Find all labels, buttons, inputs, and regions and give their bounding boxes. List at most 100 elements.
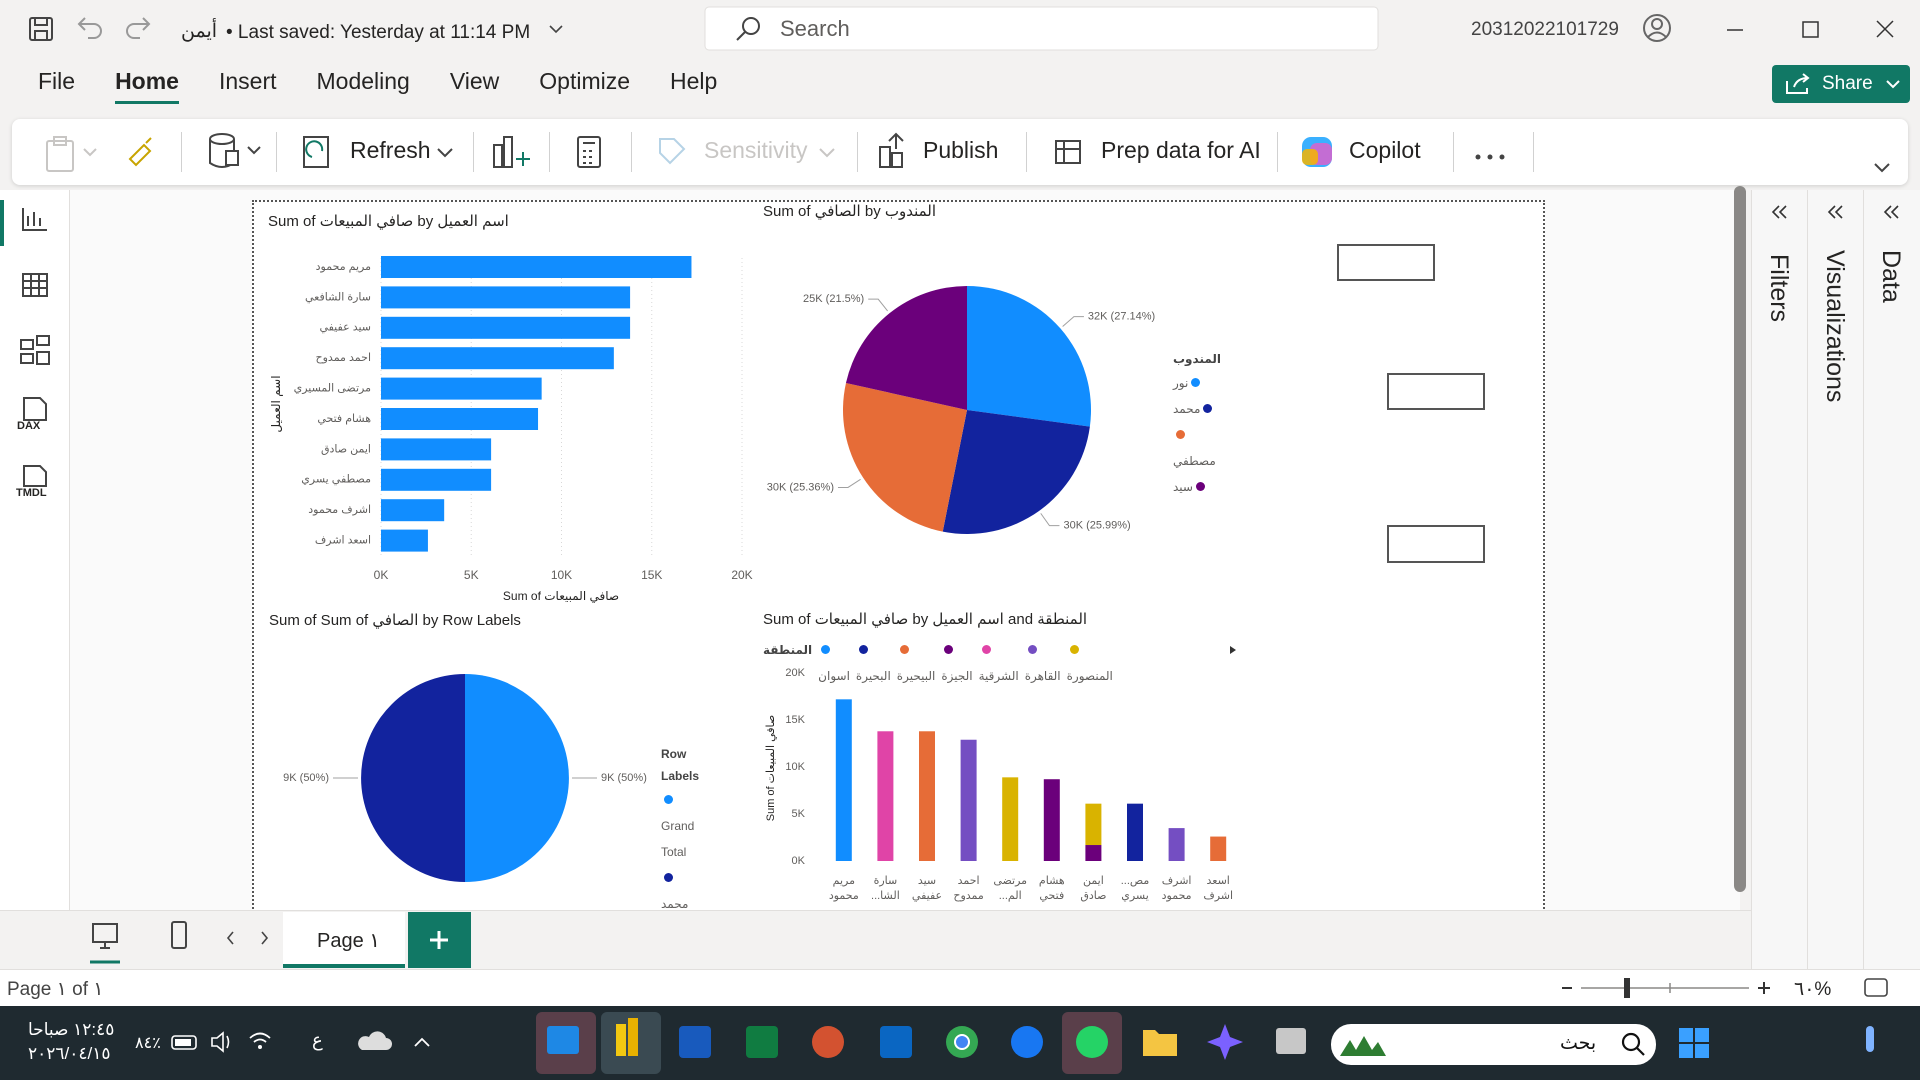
app-icon[interactable] bbox=[547, 1026, 579, 1054]
copilot-icon[interactable] bbox=[1302, 149, 1318, 165]
refresh-icon[interactable] bbox=[305, 140, 324, 158]
prep-data-icon[interactable] bbox=[1055, 140, 1081, 164]
menu-tab[interactable]: Home bbox=[115, 68, 179, 104]
account-icon[interactable] bbox=[1643, 14, 1671, 42]
whatsapp-icon[interactable] bbox=[1076, 1026, 1108, 1058]
more-options[interactable] bbox=[1475, 154, 1505, 160]
empty-visual[interactable] bbox=[1387, 373, 1485, 410]
close-button[interactable] bbox=[1876, 20, 1894, 38]
dax-view-icon[interactable] bbox=[23, 397, 47, 421]
zoom-thumb[interactable] bbox=[1624, 978, 1630, 998]
saved-dropdown[interactable] bbox=[549, 25, 563, 34]
tmdl-view-icon[interactable] bbox=[23, 465, 47, 487]
empty-visual[interactable] bbox=[1337, 244, 1435, 281]
get-data-icon[interactable] bbox=[247, 146, 261, 155]
format-painter-icon[interactable] bbox=[128, 137, 152, 167]
collapse-ribbon[interactable] bbox=[1874, 163, 1890, 173]
model-view-icon[interactable] bbox=[36, 351, 50, 365]
publish-button[interactable]: Publish bbox=[923, 137, 999, 163]
expand-icon[interactable] bbox=[1770, 204, 1790, 220]
start-button[interactable] bbox=[1695, 1028, 1709, 1042]
menu-tab[interactable]: Optimize bbox=[539, 68, 631, 94]
paste-icon[interactable] bbox=[46, 136, 97, 172]
paste-icon[interactable] bbox=[83, 148, 97, 157]
table-view-icon[interactable] bbox=[22, 273, 48, 297]
save-icon[interactable] bbox=[29, 17, 53, 41]
power-bi-icon[interactable] bbox=[628, 1018, 638, 1056]
new-visual-icon[interactable] bbox=[493, 136, 530, 168]
calculation-icon[interactable] bbox=[577, 136, 601, 168]
save-icon[interactable] bbox=[34, 17, 48, 26]
app-icon[interactable] bbox=[1276, 1028, 1306, 1054]
publish-icon[interactable] bbox=[879, 132, 904, 168]
more-options[interactable] bbox=[1487, 154, 1493, 160]
taskbar-search[interactable] bbox=[1331, 1024, 1656, 1065]
desktop-layout-icon[interactable] bbox=[100, 942, 110, 949]
empty-visual[interactable] bbox=[1387, 525, 1485, 563]
dax-view-icon[interactable] bbox=[23, 397, 47, 421]
expand-icon[interactable] bbox=[1883, 205, 1899, 219]
copilot-button[interactable]: Copilot bbox=[1349, 137, 1421, 163]
input-language[interactable]: ع bbox=[312, 1030, 323, 1050]
start-button[interactable] bbox=[1679, 1044, 1693, 1058]
model-view-icon[interactable] bbox=[20, 353, 34, 364]
menu-tab[interactable]: View bbox=[449, 68, 500, 94]
redo-icon[interactable] bbox=[126, 23, 148, 39]
volume-icon[interactable] bbox=[211, 1031, 230, 1053]
expand-icon[interactable] bbox=[1826, 204, 1846, 220]
report-view-icon[interactable] bbox=[22, 208, 47, 231]
share-button[interactable]: Share bbox=[1772, 65, 1910, 103]
refresh-icon[interactable] bbox=[303, 136, 329, 168]
start-button[interactable] bbox=[1695, 1044, 1709, 1058]
get-data-icon[interactable] bbox=[209, 133, 261, 168]
account-icon[interactable] bbox=[1651, 18, 1663, 30]
refresh-button[interactable]: Refresh bbox=[350, 137, 431, 163]
undo-icon[interactable] bbox=[77, 17, 86, 31]
prep-data-icon[interactable] bbox=[1056, 141, 1080, 163]
desktop-layout-icon[interactable] bbox=[92, 923, 118, 949]
page-tab-label[interactable]: Page ١ bbox=[317, 930, 381, 952]
start-button[interactable] bbox=[1679, 1028, 1693, 1042]
menu-tab[interactable]: Help bbox=[670, 68, 718, 94]
mobile-layout-icon[interactable] bbox=[171, 921, 187, 949]
search-placeholder[interactable]: Search bbox=[780, 16, 850, 41]
word-icon[interactable] bbox=[679, 1026, 711, 1058]
weather-icon[interactable] bbox=[1866, 1026, 1874, 1052]
paste-icon[interactable] bbox=[46, 140, 74, 172]
powerpoint-icon[interactable] bbox=[812, 1026, 844, 1058]
filters-pane[interactable]: Filters bbox=[1751, 190, 1807, 970]
model-view-icon[interactable] bbox=[20, 339, 34, 350]
expand-icon[interactable] bbox=[1771, 205, 1787, 219]
taskbar-search-text[interactable]: بحث bbox=[1560, 1033, 1597, 1054]
next-page[interactable] bbox=[261, 931, 269, 945]
prep-data-icon[interactable] bbox=[1055, 140, 1081, 164]
scrollbar[interactable] bbox=[1734, 186, 1746, 892]
undo-icon[interactable] bbox=[77, 17, 102, 39]
new-visual-icon[interactable] bbox=[516, 152, 530, 166]
expand-icon[interactable] bbox=[1882, 204, 1902, 220]
cloud-icon[interactable] bbox=[358, 1031, 392, 1050]
model-view-icon[interactable] bbox=[20, 335, 50, 365]
previous-page[interactable] bbox=[226, 931, 234, 945]
publish-icon[interactable] bbox=[879, 146, 891, 168]
refresh-chevron[interactable] bbox=[437, 148, 453, 158]
wifi-icon[interactable] bbox=[249, 1032, 271, 1043]
fit-page[interactable] bbox=[1864, 978, 1888, 997]
calculation-icon[interactable] bbox=[583, 142, 595, 164]
paste-icon[interactable] bbox=[53, 136, 67, 146]
folder-icon[interactable] bbox=[1143, 1030, 1177, 1056]
redo-icon[interactable] bbox=[126, 17, 151, 39]
report-view-icon[interactable] bbox=[22, 208, 47, 231]
prep-data-button[interactable]: Prep data for AI bbox=[1101, 137, 1261, 163]
get-data-icon[interactable] bbox=[225, 150, 239, 166]
publish-icon[interactable] bbox=[891, 152, 903, 168]
linkedin-icon[interactable] bbox=[880, 1026, 912, 1058]
copilot-icon[interactable] bbox=[1302, 137, 1332, 167]
menu-tab[interactable]: Insert bbox=[218, 68, 277, 94]
visualizations-pane[interactable]: Visualizations bbox=[1807, 190, 1863, 970]
undo-icon[interactable] bbox=[80, 23, 102, 39]
new-visual-icon[interactable] bbox=[493, 144, 503, 168]
menu-tab[interactable]: Modeling bbox=[316, 68, 410, 94]
save-icon[interactable] bbox=[34, 30, 48, 41]
new-visual-icon[interactable] bbox=[503, 136, 513, 168]
